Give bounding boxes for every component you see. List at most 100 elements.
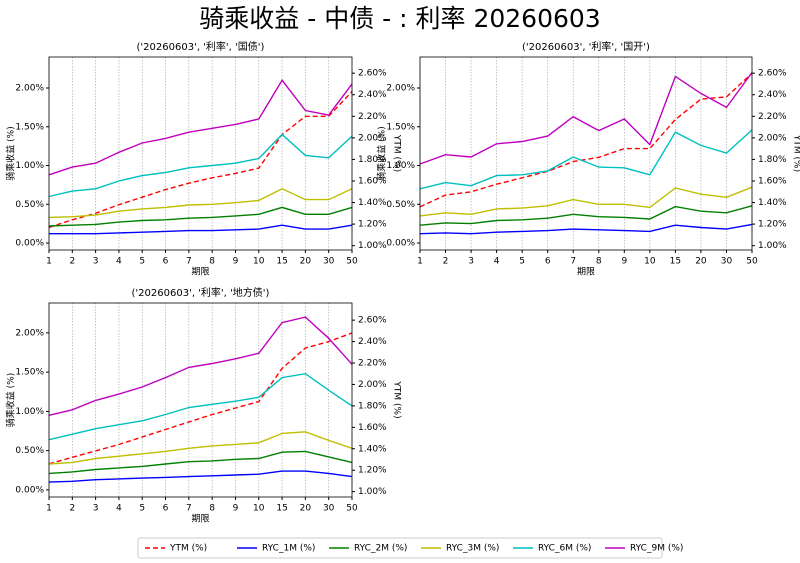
series-line <box>48 332 353 465</box>
legend-label: RYC_2M (%) <box>354 544 407 554</box>
y-tick-label: 2.00% <box>15 328 44 338</box>
series-line <box>48 79 353 176</box>
y2-axis-label: YTM (%) <box>392 380 402 418</box>
x-axis-label: 期限 <box>191 514 209 525</box>
plot-frame <box>419 56 753 251</box>
y2-tick-label: 2.20% <box>358 359 387 369</box>
x-tick-label: 6 <box>545 257 551 267</box>
x-tick-label: 8 <box>596 257 602 267</box>
series-line <box>419 186 753 217</box>
x-tick-label: 3 <box>93 504 99 514</box>
y2-axis-label: YTM (%) <box>792 134 800 172</box>
y2-tick-label: 2.20% <box>358 112 387 122</box>
chart-title: ('20260603', '利率', '国开') <box>522 40 650 53</box>
x-tick-label: 1 <box>46 504 52 514</box>
y2-tick-label: 2.60% <box>358 69 387 79</box>
x-axis-label: 期限 <box>577 267 595 278</box>
series-line <box>419 72 753 208</box>
x-tick-label: 2 <box>443 257 449 267</box>
series-line <box>48 450 353 475</box>
y-tick-label: 2.00% <box>15 84 44 94</box>
y-tick-label: 1.00% <box>15 161 44 171</box>
series-line <box>48 133 353 198</box>
y2-tick-label: 1.20% <box>758 220 787 230</box>
y2-tick-label: 1.60% <box>358 176 387 186</box>
y2-tick-label: 1.40% <box>358 198 387 208</box>
x-tick-label: 7 <box>570 257 576 267</box>
x-tick-label: 7 <box>186 504 192 514</box>
x-tick-label: 10 <box>253 504 265 514</box>
series-line <box>48 470 353 483</box>
y2-tick-label: 1.20% <box>358 466 387 476</box>
legend-box <box>137 537 663 559</box>
y2-tick-label: 2.60% <box>358 316 387 326</box>
y-tick-label: 0.50% <box>386 200 415 210</box>
x-tick-label: 5 <box>139 504 145 514</box>
chart-title: ('20260603', '利率', '地方债') <box>132 286 270 299</box>
x-tick-label: 4 <box>116 257 122 267</box>
x-tick-label: 5 <box>139 257 145 267</box>
series-line <box>48 431 353 465</box>
y2-tick-label: 1.00% <box>758 241 787 251</box>
legend-label: RYC_3M (%) <box>446 544 499 554</box>
x-axis-label: 期限 <box>191 267 209 278</box>
x-tick-label: 9 <box>621 257 627 267</box>
x-tick-label: 6 <box>163 504 169 514</box>
x-tick-label: 7 <box>186 257 192 267</box>
y2-tick-label: 1.00% <box>358 241 387 251</box>
series-line <box>48 206 353 227</box>
y-axis-label: 骑乘收益 (%) <box>376 126 388 180</box>
x-tick-label: 10 <box>644 257 656 267</box>
x-tick-label: 50 <box>346 257 358 267</box>
series-line <box>48 372 353 441</box>
y2-axis-label: YTM (%) <box>392 134 402 172</box>
x-tick-label: 15 <box>276 504 287 514</box>
x-tick-label: 30 <box>323 504 335 514</box>
y2-tick-label: 2.20% <box>758 112 787 122</box>
plot-frame <box>48 302 353 498</box>
x-tick-label: 3 <box>93 257 99 267</box>
series-line <box>48 188 353 219</box>
x-tick-label: 30 <box>721 257 733 267</box>
x-tick-label: 1 <box>46 257 52 267</box>
x-tick-label: 50 <box>746 257 758 267</box>
y2-tick-label: 1.60% <box>358 423 387 433</box>
series-line <box>48 316 353 416</box>
y2-tick-label: 2.40% <box>758 90 787 100</box>
x-tick-label: 8 <box>209 257 215 267</box>
x-tick-label: 4 <box>494 257 500 267</box>
y2-tick-label: 1.40% <box>358 444 387 454</box>
y2-tick-label: 1.20% <box>358 220 387 230</box>
y2-tick-label: 1.80% <box>358 401 387 411</box>
plot-frame <box>48 56 353 251</box>
y-tick-label: 1.50% <box>386 122 415 132</box>
legend-label: RYC_9M (%) <box>630 544 683 554</box>
y2-tick-label: 2.00% <box>358 133 387 143</box>
legend-label: RYC_6M (%) <box>538 544 591 554</box>
y-axis-label: 骑乘收益 (%) <box>5 373 17 427</box>
series-line <box>419 205 753 226</box>
x-tick-label: 9 <box>233 504 239 514</box>
series-line <box>419 223 753 235</box>
x-tick-label: 30 <box>323 257 335 267</box>
series-line <box>48 91 353 229</box>
y2-tick-label: 2.00% <box>358 380 387 390</box>
series-line <box>419 129 753 190</box>
x-tick-label: 20 <box>300 257 312 267</box>
y2-tick-label: 2.60% <box>758 69 787 79</box>
legend-label: RYC_1M (%) <box>262 544 315 554</box>
x-tick-label: 15 <box>276 257 287 267</box>
x-tick-label: 3 <box>468 257 474 267</box>
x-tick-label: 20 <box>300 504 312 514</box>
y2-tick-label: 1.40% <box>758 198 787 208</box>
x-tick-label: 2 <box>69 257 75 267</box>
y2-tick-label: 1.80% <box>758 155 787 165</box>
y-tick-label: 1.50% <box>15 122 44 132</box>
y-tick-label: 0.00% <box>15 239 44 249</box>
y-tick-label: 0.00% <box>386 239 415 249</box>
x-tick-label: 50 <box>346 504 358 514</box>
figure-title: 骑乘收益 - 中债 - : 利率 20260603 <box>199 4 600 33</box>
x-tick-label: 9 <box>233 257 239 267</box>
y2-tick-label: 1.60% <box>758 176 787 186</box>
